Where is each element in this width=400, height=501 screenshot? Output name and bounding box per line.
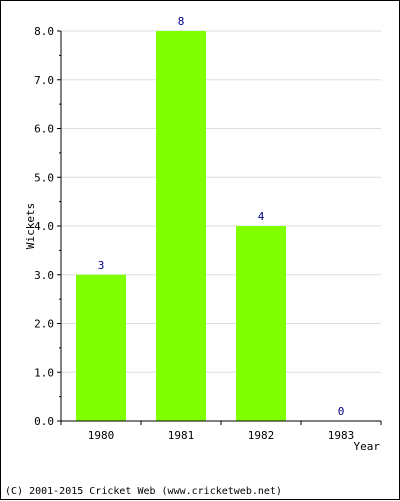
x-ticks: 1980 1981 1982 1983 bbox=[60, 421, 382, 442]
y-tick-label: 8.0 bbox=[34, 25, 54, 38]
y-tick-label: 4.0 bbox=[34, 220, 54, 233]
y-tick-label: 5.0 bbox=[34, 171, 54, 184]
x-tick-label: 1980 bbox=[88, 429, 115, 442]
copyright-footer: (C) 2001-2015 Cricket Web (www.cricketwe… bbox=[5, 486, 282, 497]
value-label-1980: 3 bbox=[98, 259, 105, 272]
y-tick-label: 0.0 bbox=[34, 415, 54, 428]
bar-1980 bbox=[76, 274, 126, 421]
bars bbox=[76, 31, 286, 421]
y-tick-label: 6.0 bbox=[34, 123, 54, 136]
bar-1982 bbox=[236, 226, 286, 421]
y-tick-label: 7.0 bbox=[34, 74, 54, 87]
value-label-1983: 0 bbox=[338, 405, 345, 418]
value-label-1981: 8 bbox=[178, 15, 185, 28]
y-tick-label: 3.0 bbox=[34, 269, 54, 282]
y-tick-label: 1.0 bbox=[34, 366, 54, 379]
x-axis-title: Year bbox=[354, 440, 381, 453]
x-tick-label: 1982 bbox=[248, 429, 275, 442]
y-axis-title: Wickets bbox=[24, 203, 37, 249]
bar-1981 bbox=[156, 31, 206, 421]
value-labels: 3 8 4 0 bbox=[98, 15, 345, 418]
y-tick-label: 2.0 bbox=[34, 318, 54, 331]
y-ticks: 0.0 1.0 2.0 3.0 4.0 5.0 6.0 7.0 8.0 bbox=[34, 25, 61, 428]
value-label-1982: 4 bbox=[258, 210, 265, 223]
x-tick-label: 1983 bbox=[328, 429, 355, 442]
x-tick-label: 1981 bbox=[168, 429, 195, 442]
